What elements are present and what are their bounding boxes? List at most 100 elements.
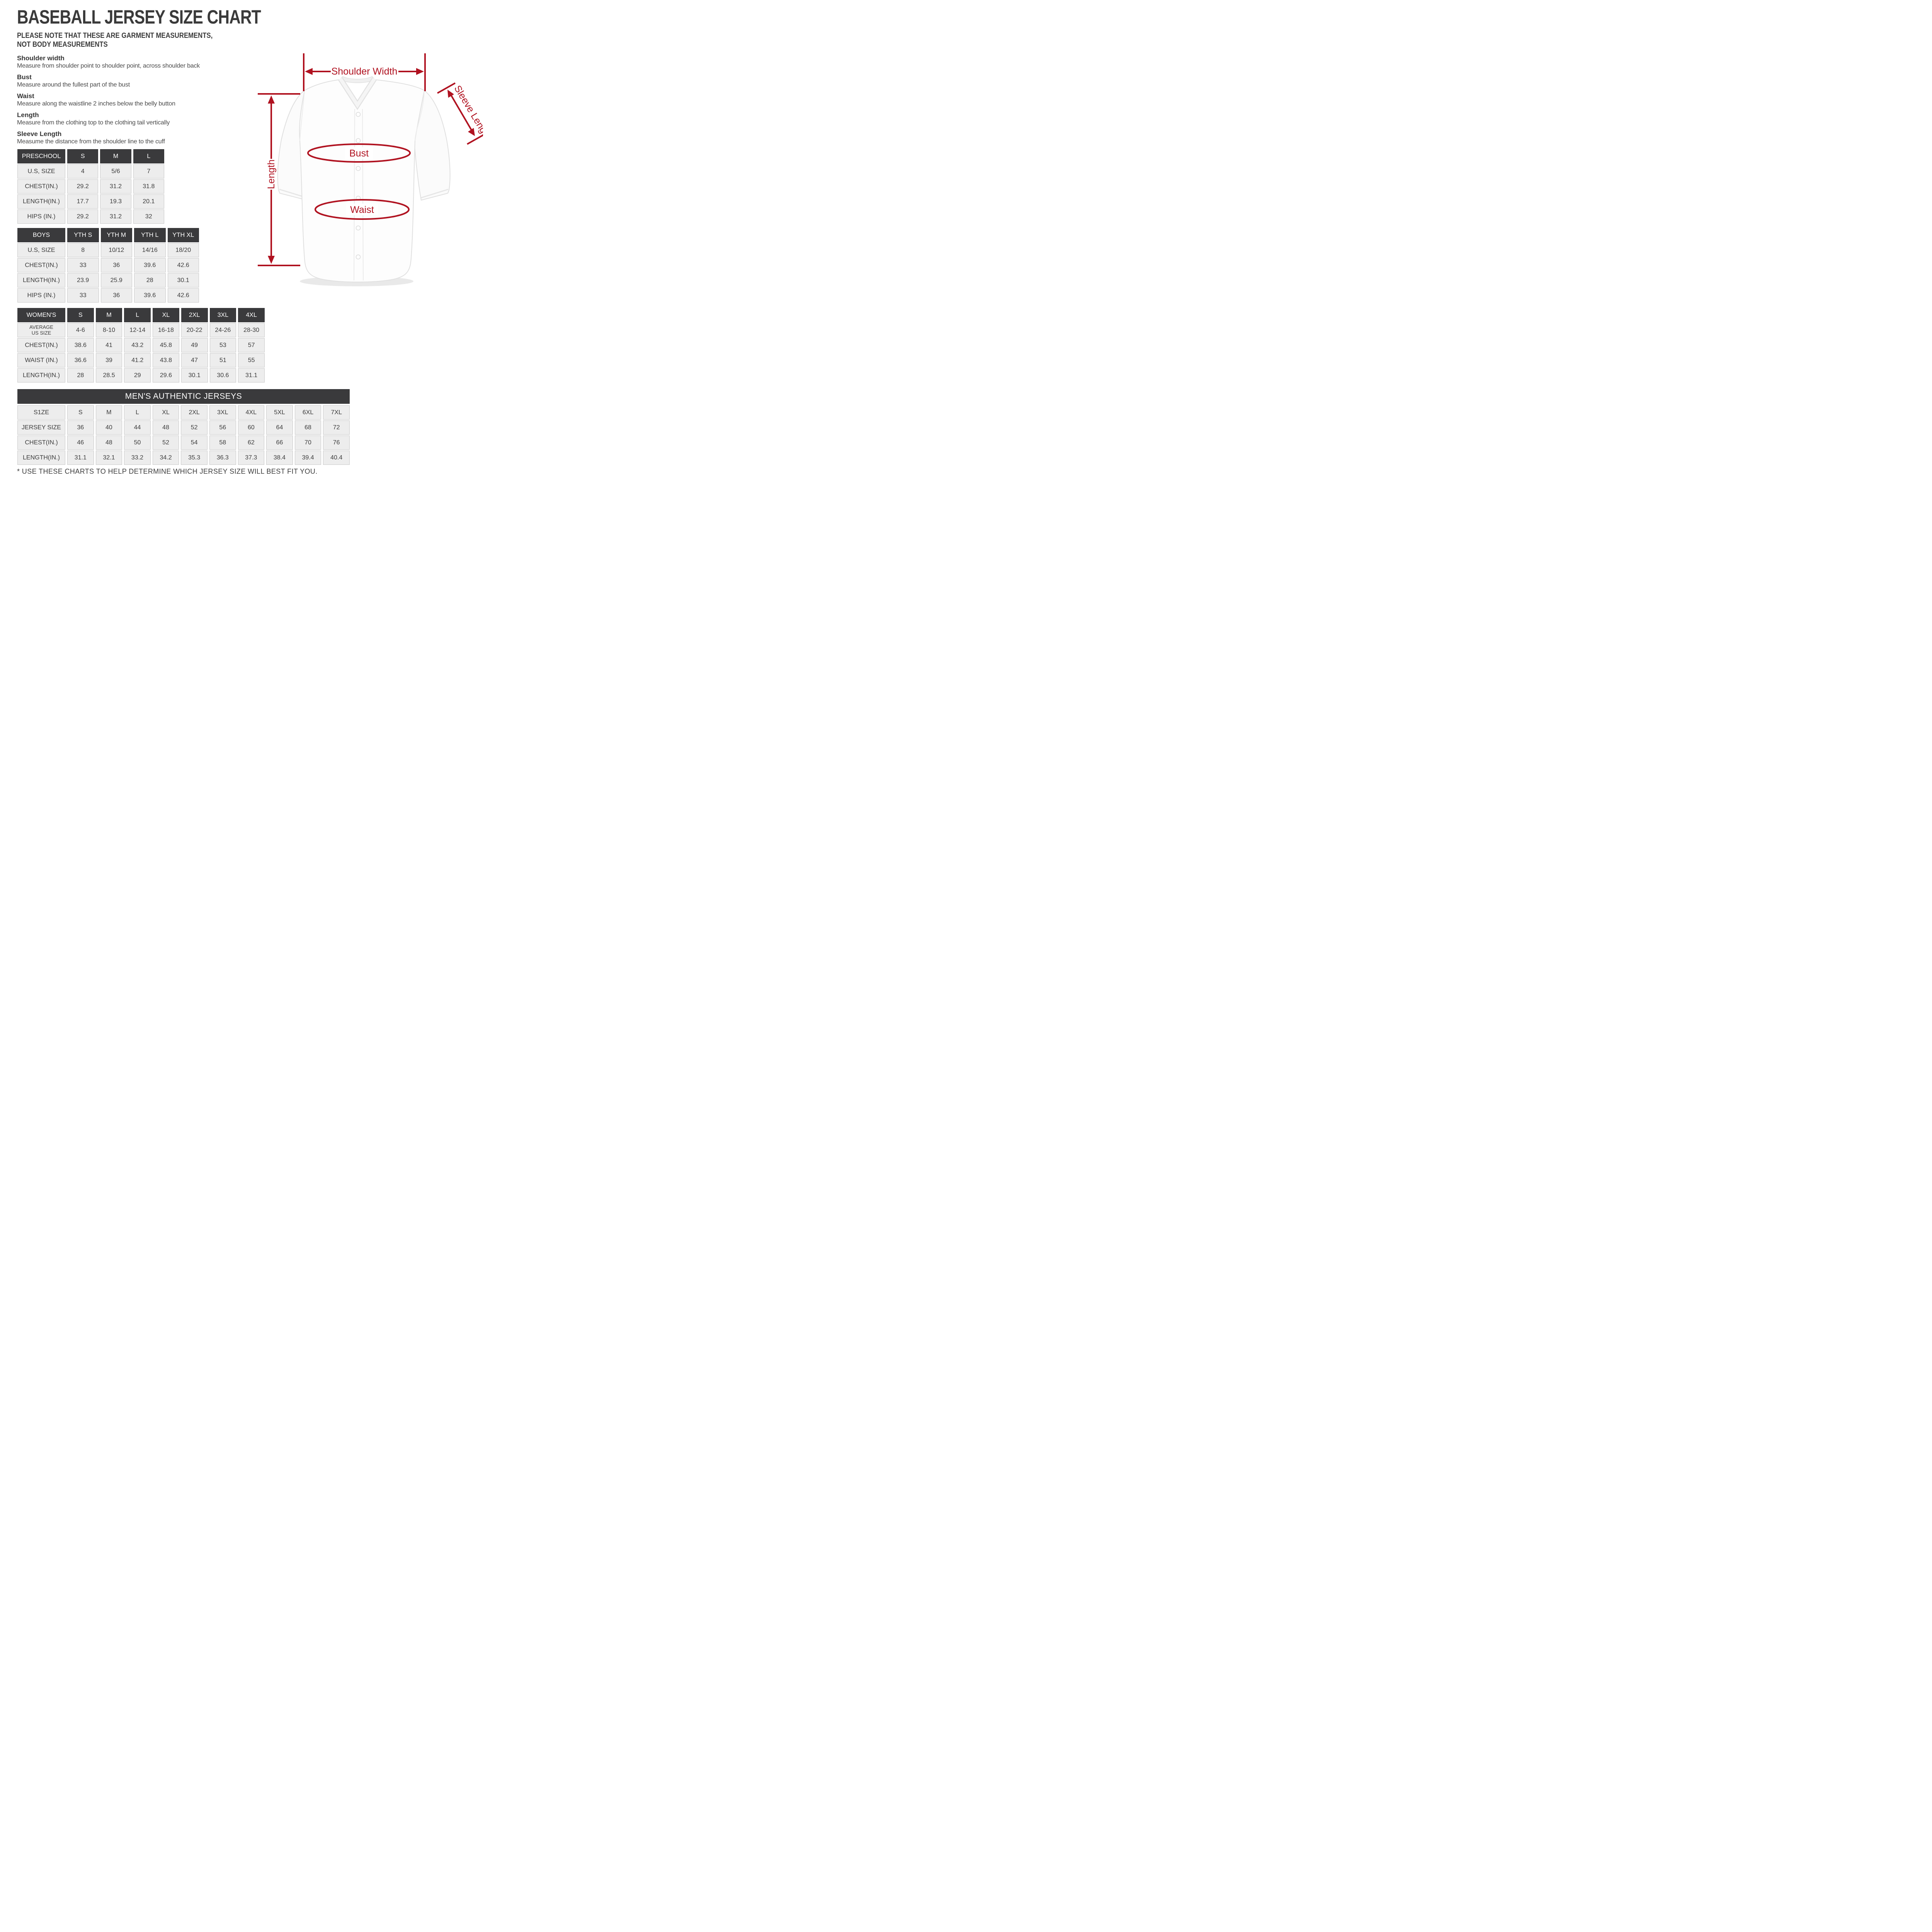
table-row: LENGTH(IN.) 17.7 19.3 20.1 <box>17 194 164 209</box>
table-header-cell: YTH L <box>134 228 166 242</box>
table-row: AVERAGE US SIZE 4-6 8-10 12-14 16-18 20-22 24-… <box>17 323 265 337</box>
value-cell: 42.6 <box>167 288 199 303</box>
definition-shoulder-width: Shoulder width Measure from shoulder poi… <box>17 54 249 70</box>
mens-table-title-bar: MEN'S AUTHENTIC JERSEYS <box>17 389 350 404</box>
value-cell: 20-22 <box>181 323 208 337</box>
table-header-cell: YTH S <box>67 228 99 242</box>
jersey-back-collar <box>339 76 376 83</box>
left-shoulder-seam <box>299 91 305 141</box>
button <box>355 225 361 231</box>
value-cell: 8 <box>67 243 99 257</box>
table-header-row: WOMEN'S S M L XL 2XL 3XL 4XL <box>17 308 265 322</box>
value-cell: 49 <box>181 338 208 352</box>
table-header-cell: WOMEN'S <box>17 308 65 322</box>
sleeve-bottom-cap-line <box>467 134 483 145</box>
value-cell: 40.4 <box>323 451 350 465</box>
table-row: LENGTH(IN.) 31.1 32.1 33.2 34.2 35.3 36.3 37.3 3… <box>17 451 350 465</box>
sleeve-length-label: Sleeve Length <box>452 83 483 142</box>
page-header: BASEBALL JERSEY SIZE CHART PLEASE NOTE T… <box>17 7 315 49</box>
row-label-cell: CHEST(IN.) <box>17 338 65 352</box>
definition-term: Shoulder width <box>17 54 65 62</box>
value-cell: 43.2 <box>124 338 151 352</box>
value-cell: 53 <box>209 338 236 352</box>
definition-length: Length Measure from the clothing top to … <box>17 112 249 126</box>
length-annotation: Length <box>258 93 300 266</box>
value-cell: 51 <box>209 353 236 367</box>
value-cell: 39.6 <box>134 258 166 272</box>
value-cell: L <box>124 405 151 420</box>
sleeve-top-cap-line <box>437 82 456 94</box>
value-cell: 4 <box>67 164 99 179</box>
value-cell: 68 <box>294 420 321 435</box>
value-cell: 36 <box>100 288 132 303</box>
value-cell: 45.8 <box>153 338 179 352</box>
right-arrowhead-icon <box>416 68 424 75</box>
table-header-row: BOYS YTH S YTH M YTH L YTH XL <box>17 228 199 242</box>
jersey-illustration <box>277 76 451 286</box>
womens-size-table: WOMEN'S S M L XL 2XL 3XL 4XL AVERAGE US SIZE 4-6 8… <box>15 307 267 383</box>
table-header-cell: 3XL <box>209 308 236 322</box>
value-cell: 52 <box>152 435 179 450</box>
value-cell: 38.4 <box>266 451 293 465</box>
table-header-cell: 2XL <box>181 308 208 322</box>
button <box>355 138 361 143</box>
placket-left-seam <box>354 109 355 281</box>
value-cell: 38.6 <box>67 338 94 352</box>
value-cell: 39 <box>95 353 122 367</box>
row-label-cell: S1ZE <box>17 405 65 420</box>
value-cell: 48 <box>95 435 122 450</box>
value-cell: 36 <box>67 420 94 435</box>
subtitle-line-2: NOT BODY MEASUREMENTS <box>17 41 108 49</box>
definition-term: Sleeve Length <box>17 130 62 138</box>
table-row: HIPS (IN.) 33 36 39.6 42.6 <box>17 288 199 303</box>
value-cell: 48 <box>152 420 179 435</box>
bust-annotation: Bust <box>307 143 411 163</box>
waist-ellipse <box>315 199 410 220</box>
value-cell: 60 <box>238 420 265 435</box>
value-cell: 34.2 <box>152 451 179 465</box>
value-cell: 33 <box>67 288 99 303</box>
row-label-cell: LENGTH(IN.) <box>17 451 65 465</box>
left-arrowhead-icon <box>305 68 313 75</box>
bust-ellipse <box>307 143 411 163</box>
definition-description: Measume the distance from the shoulder l… <box>17 138 165 145</box>
value-cell: 6XL <box>294 405 321 420</box>
row-label-cell: CHEST(IN.) <box>17 435 65 450</box>
value-cell: 30.6 <box>209 368 236 383</box>
value-cell: 39.4 <box>294 451 321 465</box>
value-cell: 29 <box>124 368 151 383</box>
table-row: WAIST (IN.) 36.6 39 41.2 43.8 47 51 55 <box>17 353 265 367</box>
value-cell: 36.3 <box>209 451 236 465</box>
table-header-cell: PRESCHOOL <box>17 149 65 163</box>
value-cell: 31.2 <box>100 209 131 224</box>
value-cell: 28 <box>134 273 166 287</box>
waist-label-backplate <box>346 204 378 215</box>
value-cell: 66 <box>266 435 293 450</box>
value-cell: 36.6 <box>67 353 94 367</box>
sleeve-down-arrowhead-icon <box>468 128 475 136</box>
footnote: * USE THESE CHARTS TO HELP DETERMINE WHI… <box>17 468 318 475</box>
value-cell: 7XL <box>323 405 350 420</box>
value-cell: 44 <box>124 420 151 435</box>
value-cell: 55 <box>238 353 265 367</box>
length-label: Length <box>266 160 277 189</box>
table-header-cell: L <box>124 308 151 322</box>
table-header-cell: 4XL <box>238 308 265 322</box>
shoulder-width-annotation: Shoulder Width <box>303 53 426 91</box>
value-cell: 40 <box>95 420 122 435</box>
value-cell: 36 <box>100 258 132 272</box>
row-label-cell: JERSEY SIZE <box>17 420 65 435</box>
table-header-cell: XL <box>153 308 179 322</box>
value-cell: 4XL <box>238 405 265 420</box>
measurement-definitions: Shoulder width Measure from shoulder poi… <box>17 54 249 150</box>
collar-band-inner <box>339 78 376 109</box>
value-cell: 42.6 <box>167 258 199 272</box>
value-cell: 37.3 <box>238 451 265 465</box>
row-label-cell: LENGTH(IN.) <box>17 273 65 287</box>
value-cell: 12-14 <box>124 323 151 337</box>
value-cell: 32 <box>133 209 164 224</box>
value-cell: 30.1 <box>181 368 208 383</box>
jersey-measurement-diagram: Shoulder Width Length Sleeve Length Bust… <box>255 46 483 294</box>
definition-sleeve-length: Sleeve Length Measume the distance from … <box>17 131 249 145</box>
button <box>355 254 361 260</box>
